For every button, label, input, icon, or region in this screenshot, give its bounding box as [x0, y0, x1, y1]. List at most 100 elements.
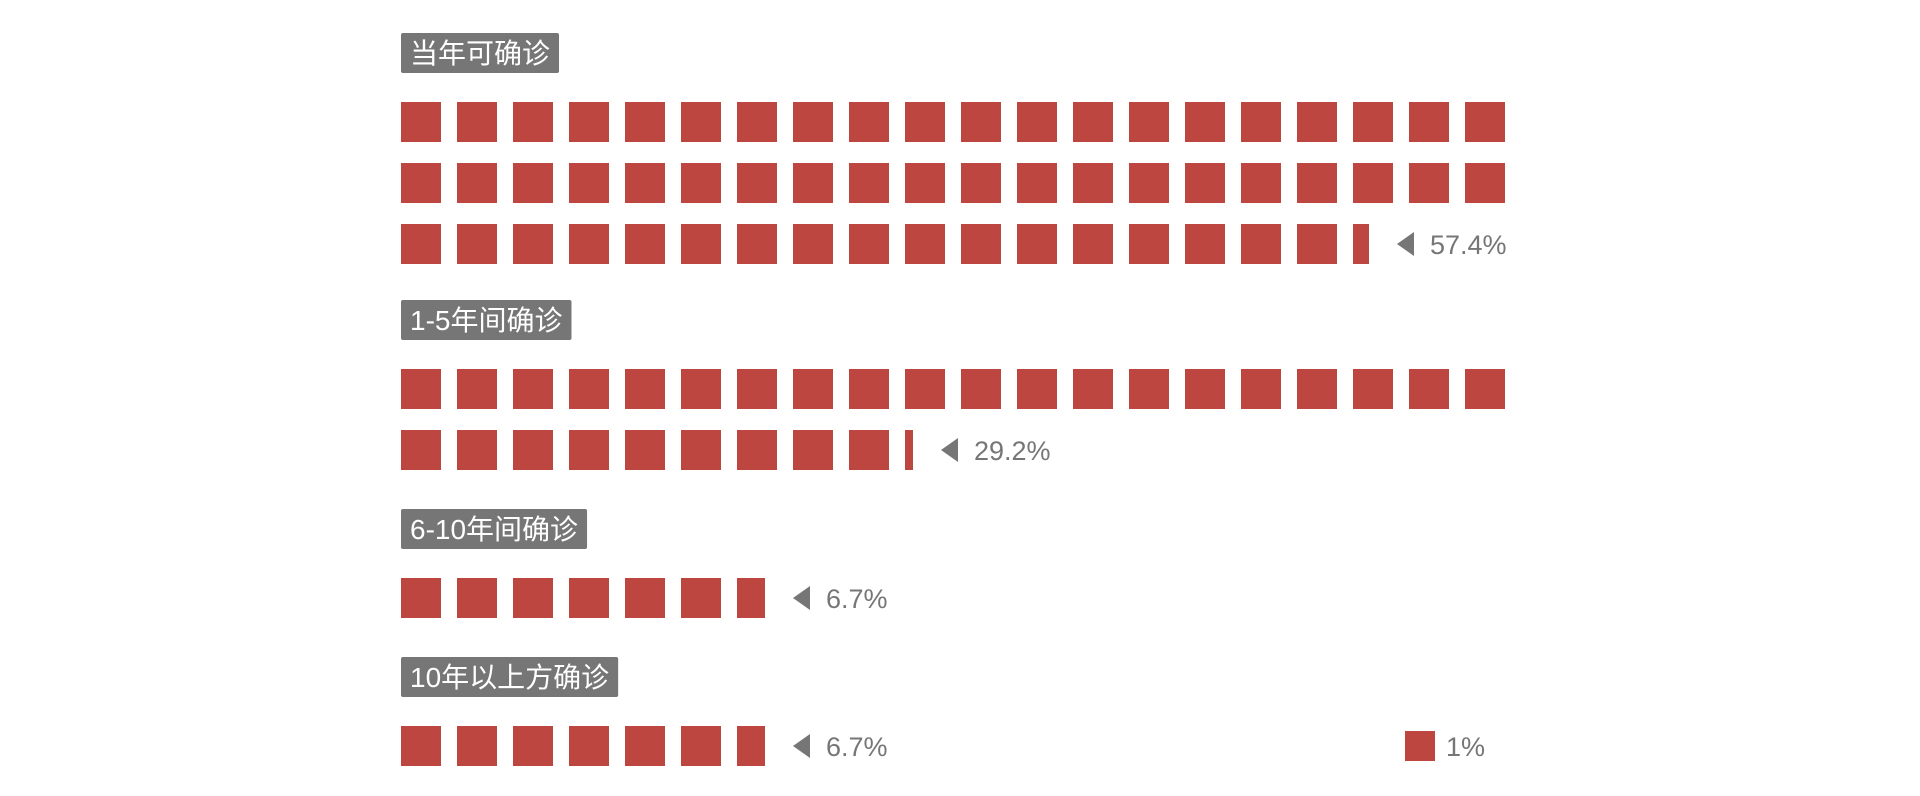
- legend: 1%: [1405, 731, 1485, 762]
- waffle-square: [1465, 102, 1505, 142]
- waffle-square: [625, 430, 665, 470]
- waffle-square: [961, 369, 1001, 409]
- waffle-square: [849, 224, 889, 264]
- category-group: 6-10年间确诊 6.7%: [401, 509, 888, 618]
- waffle-square: [457, 430, 497, 470]
- waffle-square: [569, 102, 609, 142]
- waffle-square: [905, 102, 945, 142]
- waffle-square: [513, 369, 553, 409]
- category-group: 当年可确诊 57.4%: [401, 33, 1507, 264]
- waffle-square: [1017, 369, 1057, 409]
- waffle-square: [849, 102, 889, 142]
- waffle-square: [737, 102, 777, 142]
- waffle-square: [401, 430, 441, 470]
- waffle-square: [1409, 102, 1449, 142]
- waffle-square: [513, 163, 553, 203]
- waffle-square: [513, 102, 553, 142]
- waffle-square: [681, 163, 721, 203]
- waffle-square: [569, 430, 609, 470]
- category-label-bg: [401, 509, 588, 549]
- waffle-square: [401, 224, 441, 264]
- waffle-square: [625, 369, 665, 409]
- waffle-square: [401, 726, 441, 766]
- waffle-square: [1073, 163, 1113, 203]
- waffle-square: [1409, 369, 1449, 409]
- waffle-square: [793, 102, 833, 142]
- waffle-square: [401, 163, 441, 203]
- waffle-square: [793, 163, 833, 203]
- waffle-square: [1017, 102, 1057, 142]
- waffle-square: [1297, 369, 1337, 409]
- value-pointer-icon: [941, 438, 958, 462]
- waffle-square: [569, 369, 609, 409]
- waffle-square: [457, 224, 497, 264]
- waffle-square: [457, 726, 497, 766]
- waffle-square: [1073, 102, 1113, 142]
- waffle-square: [625, 224, 665, 264]
- waffle-square: [625, 578, 665, 618]
- waffle-square: [681, 726, 721, 766]
- waffle-square: [1185, 163, 1225, 203]
- value-pointer-icon: [1397, 232, 1414, 256]
- value-pointer-icon: [793, 734, 810, 758]
- waffle-square: [1185, 102, 1225, 142]
- waffle-square: [737, 163, 777, 203]
- waffle-square: [849, 163, 889, 203]
- waffle-square: [1129, 163, 1169, 203]
- waffle-square: [681, 224, 721, 264]
- waffle-square: [457, 369, 497, 409]
- waffle-square: [625, 163, 665, 203]
- waffle-square: [737, 430, 777, 470]
- waffle-square: [961, 163, 1001, 203]
- category-label: 当年可确诊: [410, 38, 550, 69]
- waffle-square: [905, 369, 945, 409]
- value-pointer-icon: [793, 586, 810, 610]
- waffle-square: [401, 369, 441, 409]
- waffle-square: [1129, 224, 1169, 264]
- waffle-square: [513, 578, 553, 618]
- waffle-partial-square: [905, 430, 913, 470]
- waffle-square: [1353, 102, 1393, 142]
- waffle-square: [1297, 224, 1337, 264]
- waffle-square: [737, 224, 777, 264]
- waffle-partial-square: [1353, 224, 1369, 264]
- waffle-square: [793, 430, 833, 470]
- waffle-partial-square: [737, 578, 765, 618]
- waffle-square: [1017, 224, 1057, 264]
- category-label: 6-10年间确诊: [410, 514, 578, 545]
- waffle-square: [1465, 163, 1505, 203]
- waffle-square: [681, 430, 721, 470]
- category-group: 1-5年间确诊 29.2%: [401, 300, 1505, 470]
- category-label-bg: [401, 657, 619, 697]
- waffle-square: [457, 102, 497, 142]
- waffle-square: [569, 163, 609, 203]
- waffle-square: [849, 430, 889, 470]
- waffle-square: [961, 224, 1001, 264]
- waffle-square: [1297, 102, 1337, 142]
- waffle-square: [1241, 224, 1281, 264]
- waffle-square: [1409, 163, 1449, 203]
- waffle-square: [1129, 369, 1169, 409]
- waffle-square: [1241, 369, 1281, 409]
- waffle-square: [513, 726, 553, 766]
- waffle-square: [961, 102, 1001, 142]
- legend-label: 1%: [1446, 732, 1485, 762]
- waffle-partial-square: [737, 726, 765, 766]
- waffle-square: [569, 224, 609, 264]
- value-label: 6.7%: [826, 732, 888, 762]
- waffle-square: [457, 578, 497, 618]
- waffle-square: [1353, 369, 1393, 409]
- waffle-square: [905, 163, 945, 203]
- value-label: 57.4%: [1430, 230, 1507, 260]
- waffle-square: [569, 578, 609, 618]
- waffle-square: [401, 578, 441, 618]
- category-label: 10年以上方确诊: [410, 662, 609, 693]
- waffle-square: [457, 163, 497, 203]
- waffle-square: [401, 102, 441, 142]
- waffle-square: [569, 726, 609, 766]
- waffle-square: [513, 430, 553, 470]
- waffle-square: [681, 102, 721, 142]
- waffle-square: [625, 726, 665, 766]
